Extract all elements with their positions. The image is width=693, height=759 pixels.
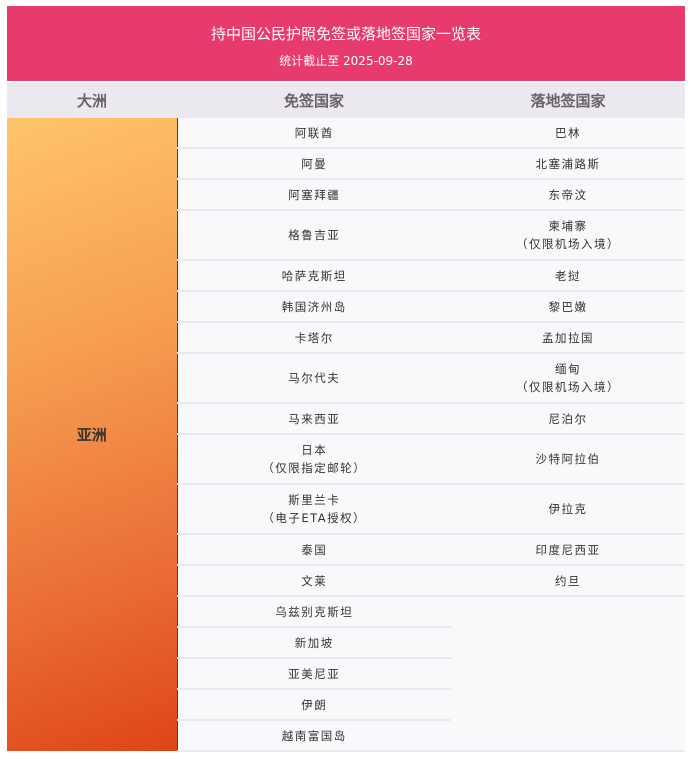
landing-visa-cell: 约旦 — [451, 565, 685, 597]
landing-visa-cell: 东帝汶 — [451, 179, 685, 211]
table-row: 卡塔尔 孟加拉国 — [7, 322, 685, 354]
visa-free-cell: 文莱 — [177, 565, 451, 597]
visa-free-cell-text: 文莱 — [301, 573, 328, 588]
visa-free-cell-text: 亚美尼亚 — [288, 666, 341, 681]
page-title: 持中国公民护照免签或落地签国家一览表 — [210, 25, 481, 43]
table-row: 斯里兰卡 （电子ETA授权） 伊拉克 — [7, 484, 685, 535]
landing-visa-cell-note: （仅限机场入境） — [516, 237, 620, 251]
table-row: 马尔代夫 缅甸 （仅限机场入境） — [7, 353, 685, 404]
visa-free-cell: 阿曼 — [177, 148, 451, 180]
landing-visa-cell: 老挝 — [451, 260, 685, 292]
visa-free-cell: 斯里兰卡 （电子ETA授权） — [177, 484, 451, 535]
continent-cell: 亚洲 — [7, 118, 178, 751]
visa-free-cell-text: 韩国济州岛 — [281, 299, 347, 314]
table-row: 亚洲 阿联酋 巴林 — [7, 118, 685, 751]
visa-free-cell-text: 越南富国岛 — [281, 728, 347, 743]
visa-free-cell: 马尔代夫 — [177, 353, 451, 404]
visa-free-cell: 越南富国岛 — [177, 720, 451, 752]
table-row: 伊朗 — [7, 689, 685, 721]
visa-table: 大洲 免签国家 落地签国家 亚洲 阿联酋 巴林阿曼 北塞浦路斯阿塞拜疆 东帝汶格鲁吉亚 柬… — [7, 83, 685, 752]
landing-visa-cell-text: 柬埔寨 — [548, 219, 588, 233]
landing-visa-cell-text: 巴林 — [555, 125, 581, 140]
visa-free-cell-text: 日本 — [301, 443, 328, 457]
visa-free-cell: 乌兹别克斯坦 — [177, 596, 451, 628]
landing-visa-cell-text: 缅甸 — [555, 362, 581, 376]
visa-free-cell-text: 格鲁吉亚 — [288, 228, 341, 242]
visa-free-cell-note: （电子ETA授权） — [262, 511, 367, 525]
table-row: 泰国 印度尼西亚 — [7, 534, 685, 566]
title-banner: 持中国公民护照免签或落地签国家一览表 统计截止至 2025-09-28 — [7, 6, 685, 81]
table-row: 马来西亚 尼泊尔 — [7, 403, 685, 435]
table-row: 韩国济州岛 黎巴嫩 — [7, 291, 685, 323]
visa-free-cell-text: 阿联酋 — [294, 125, 334, 140]
visa-free-cell: 伊朗 — [177, 689, 451, 721]
visa-free-cell-text: 马来西亚 — [288, 411, 341, 426]
landing-visa-cell-text: 尼泊尔 — [548, 411, 588, 426]
empty-cell — [451, 596, 685, 752]
visa-free-cell: 泰国 — [177, 534, 451, 566]
column-header-landing-visa: 落地签国家 — [451, 83, 685, 118]
visa-free-cell-text: 马尔代夫 — [288, 371, 341, 385]
visa-free-cell-text: 泰国 — [301, 542, 328, 557]
landing-visa-cell-text: 黎巴嫩 — [548, 299, 588, 314]
visa-free-cell: 阿联酋 — [177, 118, 451, 149]
table-row: 日本 （仅限指定邮轮） 沙特阿拉伯 — [7, 434, 685, 485]
visa-free-cell-text: 哈萨克斯坦 — [281, 268, 347, 283]
landing-visa-cell-text: 东帝汶 — [548, 187, 588, 202]
visa-free-cell: 日本 （仅限指定邮轮） — [177, 434, 451, 485]
landing-visa-cell-text: 印度尼西亚 — [535, 542, 601, 557]
table-row: 文莱 约旦 — [7, 565, 685, 597]
visa-free-cell: 马来西亚 — [177, 403, 451, 435]
landing-visa-cell: 印度尼西亚 — [451, 534, 685, 566]
landing-visa-cell-note: （仅限机场入境） — [516, 380, 620, 394]
table-header-row: 大洲 免签国家 落地签国家 — [7, 83, 685, 118]
landing-visa-cell-text: 伊拉克 — [548, 502, 588, 516]
landing-visa-cell-text: 北塞浦路斯 — [535, 156, 601, 171]
landing-visa-cell: 尼泊尔 — [451, 403, 685, 435]
landing-visa-cell: 北塞浦路斯 — [451, 148, 685, 180]
table-row: 阿塞拜疆 东帝汶 — [7, 179, 685, 211]
table-row: 新加坡 — [7, 627, 685, 659]
landing-visa-cell: 缅甸 （仅限机场入境） — [451, 353, 685, 404]
visa-free-cell: 卡塔尔 — [177, 322, 451, 354]
visa-free-cell: 阿塞拜疆 — [177, 179, 451, 211]
visa-free-cell: 韩国济州岛 — [177, 291, 451, 323]
visa-free-cell: 亚美尼亚 — [177, 658, 451, 690]
visa-free-cell: 新加坡 — [177, 627, 451, 659]
column-header-visa-free: 免签国家 — [177, 83, 451, 118]
landing-visa-cell-text: 约旦 — [555, 573, 581, 588]
table-row: 越南富国岛 — [7, 720, 685, 752]
visa-free-cell: 哈萨克斯坦 — [177, 260, 451, 292]
visa-free-cell-text: 斯里兰卡 — [288, 493, 341, 507]
visa-free-cell: 格鲁吉亚 — [177, 210, 451, 261]
landing-visa-cell: 黎巴嫩 — [451, 291, 685, 323]
visa-free-cell-text: 乌兹别克斯坦 — [275, 604, 354, 619]
visa-free-cell-text: 新加坡 — [294, 635, 334, 650]
landing-visa-cell: 柬埔寨 （仅限机场入境） — [451, 210, 685, 261]
landing-visa-cell-text: 孟加拉国 — [542, 330, 594, 345]
landing-visa-cell: 巴林 — [451, 118, 685, 149]
table-row: 乌兹别克斯坦 — [7, 596, 685, 752]
visa-free-cell-text: 阿塞拜疆 — [288, 187, 341, 202]
landing-visa-cell: 伊拉克 — [451, 484, 685, 535]
landing-visa-cell-text: 沙特阿拉伯 — [535, 452, 601, 466]
page-subtitle: 统计截止至 2025-09-28 — [279, 54, 413, 68]
table-row: 格鲁吉亚 柬埔寨 （仅限机场入境） — [7, 210, 685, 261]
table-row: 哈萨克斯坦 老挝 — [7, 260, 685, 292]
landing-visa-cell: 孟加拉国 — [451, 322, 685, 354]
landing-visa-cell-text: 老挝 — [555, 268, 581, 283]
table-row: 亚美尼亚 — [7, 658, 685, 690]
visa-free-cell-text: 阿曼 — [301, 156, 328, 171]
visa-free-cell-text: 伊朗 — [301, 697, 328, 712]
visa-free-cell-note: （仅限指定邮轮） — [262, 461, 367, 475]
landing-visa-cell: 沙特阿拉伯 — [451, 434, 685, 485]
table-row: 阿曼 北塞浦路斯 — [7, 148, 685, 180]
column-header-continent: 大洲 — [7, 83, 177, 118]
visa-free-cell-text: 卡塔尔 — [294, 330, 334, 345]
